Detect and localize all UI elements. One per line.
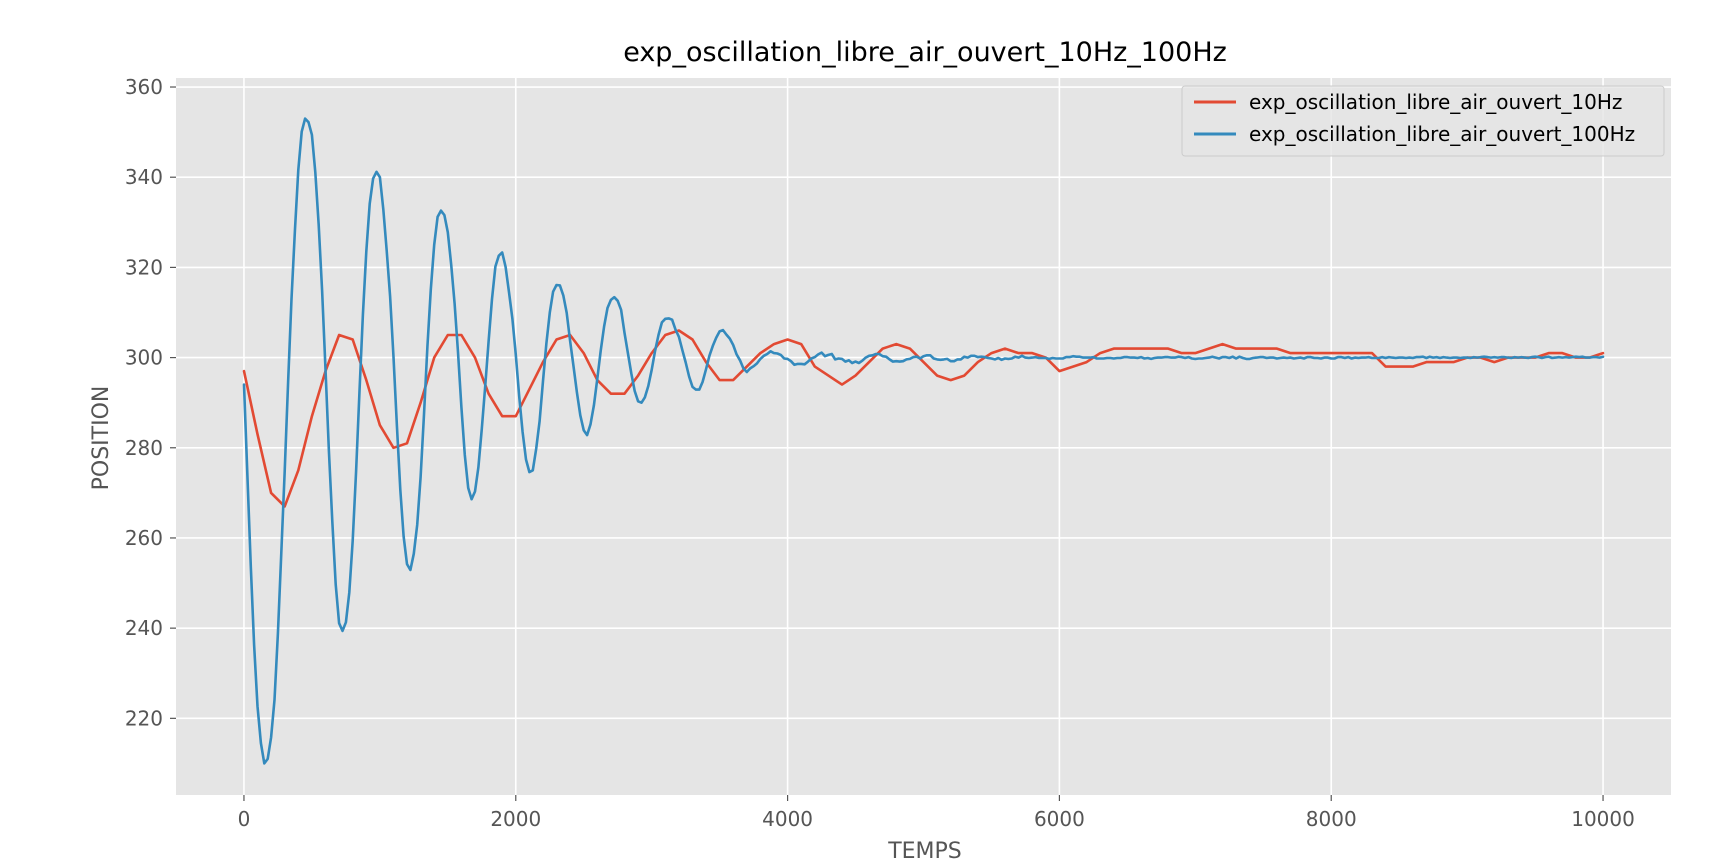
x-tick-label: 2000 <box>490 807 541 831</box>
x-tick-label: 0 <box>238 807 251 831</box>
x-axis-label: TEMPS <box>887 839 962 861</box>
legend-label-10hz: exp_oscillation_libre_air_ouvert_10Hz <box>1249 90 1622 114</box>
y-tick-label: 360 <box>125 75 163 99</box>
legend: exp_oscillation_libre_air_ouvert_10Hz ex… <box>1181 85 1665 157</box>
plot-background <box>176 78 1671 795</box>
y-tick-label: 220 <box>125 706 163 730</box>
y-tick-label: 300 <box>125 346 163 370</box>
x-tick-label: 8000 <box>1306 807 1357 831</box>
series-lines <box>242 117 1605 765</box>
series-line-100hz <box>242 117 1605 765</box>
chart-title: exp_oscillation_libre_air_ouvert_10Hz_10… <box>623 37 1227 68</box>
y-tick-label: 260 <box>125 526 163 550</box>
y-tick-label: 240 <box>125 616 163 640</box>
x-tick-label: 6000 <box>1034 807 1085 831</box>
legend-box <box>1181 85 1665 157</box>
y-tick-label: 320 <box>125 255 163 279</box>
y-tick-label: 280 <box>125 436 163 460</box>
legend-label-100hz: exp_oscillation_libre_air_ouvert_100Hz <box>1249 122 1635 146</box>
x-tick-label: 4000 <box>762 807 813 831</box>
x-tick-label: 10000 <box>1571 807 1635 831</box>
y-axis-label: POSITION <box>89 386 114 491</box>
axes: 0 2000 4000 6000 8000 10000 220 240 260 280 300 320… <box>125 75 1635 831</box>
y-tick-label: 340 <box>125 165 163 189</box>
